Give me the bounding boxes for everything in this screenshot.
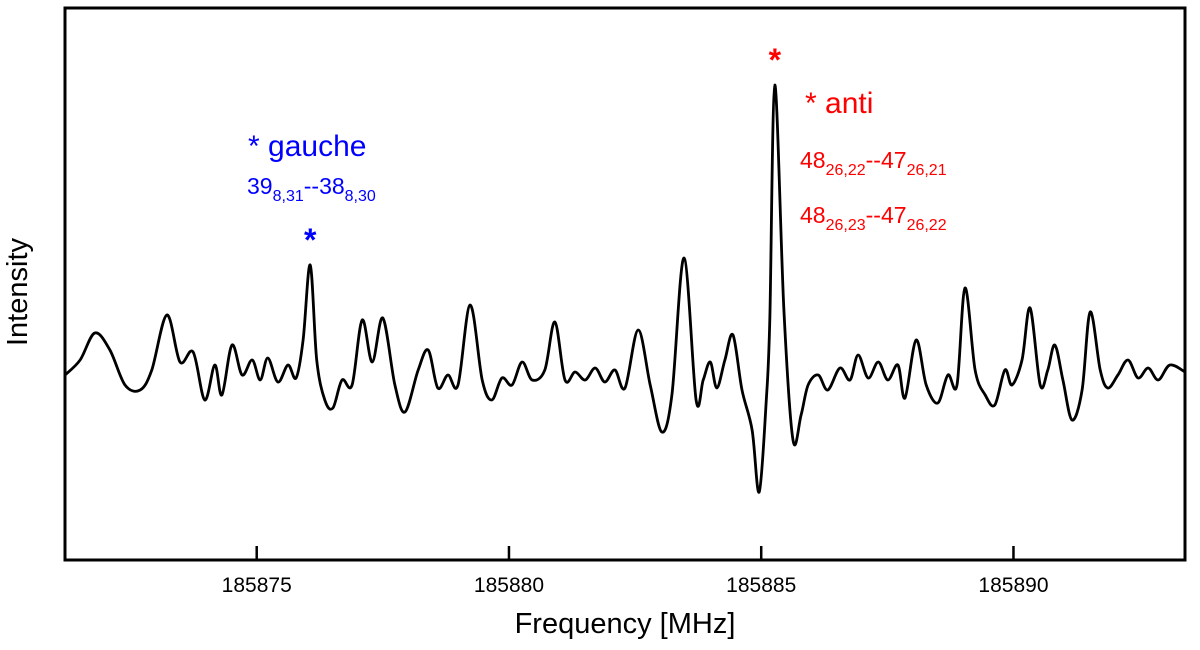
anti-transition-2: 4826,23--4726,22: [800, 202, 947, 234]
gauche-peak-marker-icon: *: [304, 222, 317, 258]
x-axis-title: Frequency [MHz]: [515, 608, 736, 640]
gauche-annotation: * * gauche 398,31--388,30: [247, 130, 376, 258]
anti-label: * anti: [805, 87, 873, 120]
anti-transition-1: 4826,22--4726,21: [800, 147, 947, 179]
x-axis-ticks: 185875 185880 185885 185890: [222, 546, 1049, 597]
plot-frame: [63, 6, 1187, 562]
x-tick-label: 185885: [726, 574, 796, 597]
y-axis-title: Intensity: [2, 238, 34, 346]
x-tick-label: 185890: [978, 574, 1048, 597]
x-tick-label: 185875: [222, 574, 292, 597]
x-tick-label: 185880: [474, 574, 544, 597]
spectrum-trace: [63, 83, 1187, 494]
anti-peak-marker-icon: *: [769, 42, 782, 78]
gauche-label: * gauche: [248, 130, 366, 163]
anti-annotation: * * anti 4826,22--4726,21 4826,23--4726,…: [769, 42, 947, 234]
gauche-transition: 398,31--388,30: [247, 173, 376, 205]
